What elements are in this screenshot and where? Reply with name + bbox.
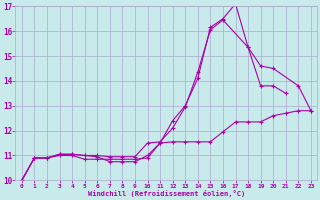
X-axis label: Windchill (Refroidissement éolien,°C): Windchill (Refroidissement éolien,°C)	[88, 190, 245, 197]
